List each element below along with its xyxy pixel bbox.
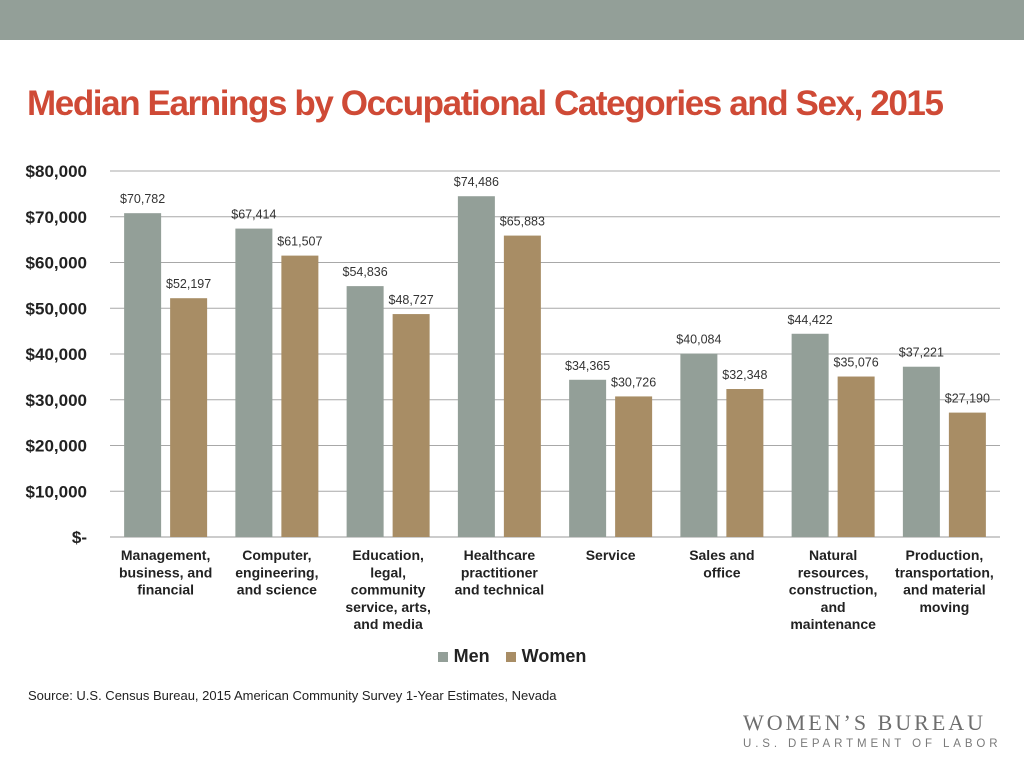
- y-tick-label: $30,000: [26, 391, 87, 410]
- logo-main-text: WOMEN’S BUREAU: [743, 710, 987, 735]
- x-category-label-line: and technical: [455, 582, 544, 598]
- data-label-men-5: $34,365: [565, 359, 610, 373]
- x-category-label-line: office: [703, 564, 741, 580]
- x-category-label: Production, transportation, and material mo…: [895, 547, 994, 615]
- data-label-women-2: $61,507: [277, 235, 322, 249]
- bar-women-2: [281, 255, 319, 537]
- bar-men-5: [569, 379, 607, 537]
- bar-men-8: [902, 366, 940, 537]
- logo-sub-text: U.S. DEPARTMENT OF LABOR: [743, 738, 1002, 750]
- y-tick-label: $60,000: [26, 254, 87, 273]
- x-category-label: Service: [586, 547, 636, 563]
- x-category-label-line: business, and: [119, 564, 212, 580]
- x-category-label-line: legal,: [370, 564, 406, 580]
- y-tick-label: $80,000: [26, 162, 87, 181]
- data-label-men-3: $54,836: [343, 265, 388, 279]
- legend-swatch-men: [437, 651, 448, 662]
- womens-bureau-logo: WOMEN’S BUREAU U.S. DEPARTMENT OF LABOR: [743, 710, 1002, 750]
- x-category-label-line: and material: [903, 582, 985, 598]
- x-category-label-line: and: [821, 599, 846, 615]
- data-label-women-4: $65,883: [500, 215, 545, 229]
- x-category-label-line: Production,: [905, 547, 983, 563]
- data-label-women-5: $30,726: [611, 375, 656, 389]
- x-category-label-line: engineering,: [235, 564, 318, 580]
- x-category-label-line: Management,: [121, 547, 210, 563]
- x-category-label-line: and science: [237, 582, 317, 598]
- data-label-men-6: $40,084: [676, 333, 721, 347]
- x-category-label-line: Service: [586, 547, 636, 563]
- bar-men-6: [680, 353, 718, 537]
- bar-women-5: [615, 396, 653, 537]
- x-category-label-line: construction,: [789, 582, 878, 598]
- chart-legend: Men Women: [0, 646, 1024, 667]
- chart-title: Median Earnings by Occupational Categori…: [27, 84, 944, 123]
- data-label-men-8: $37,221: [899, 346, 944, 360]
- x-category-label-line: transportation,: [895, 564, 994, 580]
- y-tick-label: $40,000: [26, 345, 87, 364]
- legend-label-men: Men: [453, 646, 490, 666]
- x-category-label-line: Education,: [352, 547, 424, 563]
- legend-swatch-women: [505, 651, 516, 662]
- x-category-label-line: maintenance: [790, 616, 876, 632]
- bar-women-6: [726, 389, 764, 537]
- data-label-men-7: $44,422: [788, 313, 833, 327]
- x-category-label-line: service, arts,: [345, 599, 431, 615]
- bar-chart: $- $10,000 $20,000 $30,000 $40,000 $50,000 $60…: [26, 162, 1000, 632]
- legend-label-women: Women: [521, 646, 587, 666]
- data-label-men-2: $67,414: [231, 208, 276, 222]
- bar-men-4: [457, 196, 495, 537]
- x-category-label: Education, legal, community service, arts, a…: [345, 547, 431, 632]
- x-category-label-line: financial: [137, 582, 194, 598]
- y-tick-label: $10,000: [26, 482, 87, 501]
- x-category-label: Sales and office: [689, 547, 754, 580]
- y-tick-label: $20,000: [26, 437, 87, 456]
- source-note: Source: U.S. Census Bureau, 2015 America…: [28, 688, 557, 703]
- legend-item-men: Men: [437, 646, 490, 667]
- y-tick-label: $50,000: [26, 299, 87, 318]
- x-category-label-line: resources,: [798, 564, 869, 580]
- x-category-label-line: practitioner: [461, 564, 539, 580]
- top-bar: [0, 0, 1024, 40]
- x-category-label-line: Sales and: [689, 547, 754, 563]
- x-category-label-line: community: [351, 582, 426, 598]
- bar-men-7: [791, 333, 829, 537]
- legend-item-women: Women: [505, 646, 587, 667]
- data-label-men-4: $74,486: [454, 175, 499, 189]
- bar-men-3: [346, 286, 384, 537]
- x-category-label-line: Computer,: [242, 547, 311, 563]
- bar-women-1: [170, 298, 208, 537]
- bar-men-2: [235, 228, 273, 538]
- x-category-label-line: and media: [354, 616, 423, 632]
- bar-women-4: [503, 235, 541, 538]
- data-label-women-6: $32,348: [722, 368, 767, 382]
- x-category-label: Computer, engineering, and science: [235, 547, 318, 598]
- bar-men-1: [124, 213, 162, 537]
- y-tick-label: $70,000: [26, 208, 87, 227]
- x-category-label-line: moving: [919, 599, 969, 615]
- x-category-label-line: Natural: [809, 547, 857, 563]
- bar-women-7: [837, 376, 875, 537]
- x-category-label: Natural resources, construction, and mainten…: [789, 547, 878, 632]
- data-label-women-3: $48,727: [389, 293, 434, 307]
- bar-women-8: [948, 412, 986, 537]
- y-tick-label: $-: [72, 528, 87, 547]
- bar-women-3: [392, 314, 430, 537]
- data-label-women-7: $35,076: [834, 356, 879, 370]
- data-label-women-1: $52,197: [166, 277, 211, 291]
- x-category-label-line: Healthcare: [464, 547, 536, 563]
- data-label-men-1: $70,782: [120, 192, 165, 206]
- data-label-women-8: $27,190: [945, 392, 990, 406]
- x-category-label: Healthcare practitioner and technical: [455, 547, 544, 598]
- x-category-label: Management, business, and financial: [119, 547, 212, 598]
